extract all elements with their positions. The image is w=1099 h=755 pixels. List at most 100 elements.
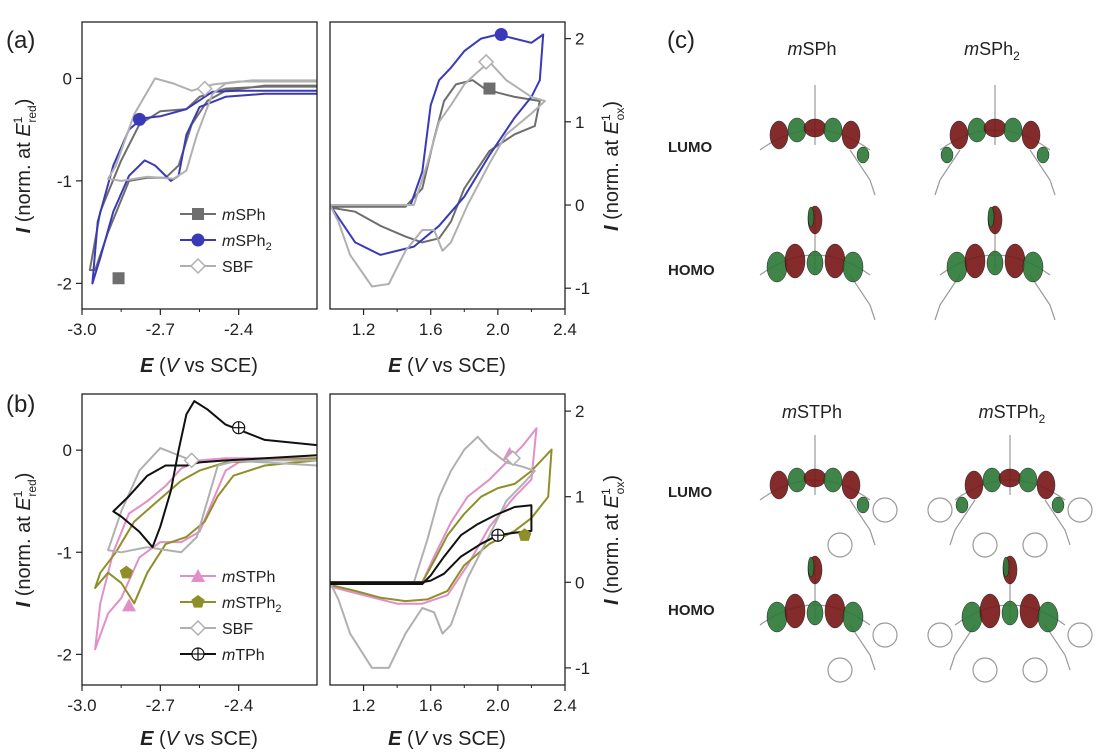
orbital-lobe	[940, 146, 954, 164]
orbital-lobe	[784, 243, 806, 279]
legend-marker	[191, 595, 205, 608]
x-tick-label: 2.4	[553, 320, 577, 339]
x-tick-label: 2.0	[486, 320, 510, 339]
y-tick-label: -1	[575, 659, 590, 678]
orbital-lobe	[1004, 243, 1026, 279]
orbital-lobe	[983, 118, 1007, 138]
legend-label: mSTPh2	[222, 595, 281, 615]
series-group	[94, 400, 317, 651]
orbital-lobe	[964, 470, 984, 500]
orbital-lobe	[807, 206, 815, 228]
series-marker-mTPh	[232, 421, 246, 435]
legend-marker	[191, 569, 205, 582]
series-marker-mTPh	[491, 528, 505, 542]
series-group	[88, 77, 317, 285]
series-marker-mSTPh2	[119, 565, 134, 579]
orbital-lobe	[806, 250, 824, 276]
y-tick-label: 1	[575, 113, 584, 132]
panel-label-a: (a)	[6, 27, 35, 54]
legend-marker	[191, 647, 205, 661]
orbital-panel: mSPh mSPh2 mSTPh mSTPh2 LUMO HOMO LUMO HOMO	[668, 39, 1093, 683]
legend-item: mSTPh2	[180, 595, 281, 615]
orbital-lobe	[1021, 120, 1041, 150]
series-line-mSPh2	[91, 89, 317, 285]
x-tick-label: 1.2	[352, 320, 376, 339]
orbital-lobe	[824, 593, 846, 629]
orbital-lobe	[842, 601, 864, 633]
legend-item: mSTPh	[180, 569, 275, 586]
legend-label: SBF	[222, 621, 253, 638]
series-line-SBF	[330, 60, 546, 288]
legend-item: SBF	[180, 257, 253, 276]
x-axis-label: E (V vs SCE)	[388, 728, 506, 750]
series-marker-mSPh2	[494, 27, 508, 41]
orbital-lobe	[1003, 117, 1023, 143]
orbital-lobe	[841, 470, 861, 500]
legend-item: mSPh	[180, 207, 266, 224]
legend-a: mSPh mSPh2 SBF	[180, 207, 272, 276]
orbital-lobe	[1018, 467, 1038, 493]
series-group	[330, 33, 546, 288]
orbital-lobe	[1002, 556, 1010, 578]
series-line-mSTPh	[94, 457, 317, 651]
molecule-title: mSTPh2	[979, 402, 1046, 426]
x-axis-label: E (V vs SCE)	[388, 355, 506, 377]
y-tick-label: -2	[57, 645, 72, 664]
orbital-lobe	[806, 600, 824, 626]
x-tick-label: -2.7	[146, 696, 175, 715]
y-tick-label: 2	[575, 402, 584, 421]
orbital-lobe	[1051, 496, 1065, 514]
orbital-lobe	[823, 467, 843, 493]
x-tick-label: 1.6	[419, 696, 443, 715]
y-tick-label: 0	[63, 69, 72, 88]
plot-frame	[329, 21, 566, 310]
y-tick-label: -1	[57, 172, 72, 191]
legend-item: SBF	[180, 619, 253, 638]
orbital-lobe	[807, 556, 815, 578]
molecule-orbital-drawing	[934, 205, 1056, 321]
orbital-lobe	[841, 120, 861, 150]
y-tick-label: 2	[575, 30, 584, 49]
orbital-lobe	[856, 146, 870, 164]
molecule-orbital-drawing	[759, 435, 898, 558]
plot-a-oxidation: 1.2 1.6 2.0 2.4 2 1 0 -1	[329, 21, 590, 339]
plot-b-reduction: -3.0 -2.7 -2.4 0 -1 -2	[57, 393, 318, 715]
orbital-lobe	[824, 243, 846, 279]
orbital-lobe	[964, 243, 986, 279]
series-line-SBF	[107, 77, 317, 182]
x-tick-label: -3.0	[67, 320, 96, 339]
series-line-mSTPh2	[330, 448, 553, 603]
orbital-lobe	[982, 467, 1002, 493]
legend-marker	[189, 257, 207, 275]
x-tick-label: 1.6	[419, 320, 443, 339]
series-line-mSPh	[88, 84, 317, 272]
series-line-mSPh	[330, 79, 541, 244]
orbital-lobe	[1037, 601, 1059, 633]
series-marker-SBF	[196, 80, 213, 97]
molecule-orbital-drawing	[927, 555, 1093, 683]
orbital-lobe	[949, 120, 969, 150]
legend-label: mSPh2	[222, 233, 272, 253]
y-tick-label: 0	[575, 573, 584, 592]
y-tick-label: 1	[575, 488, 584, 507]
series-marker-mSPh	[483, 82, 496, 95]
molecule-orbital-drawing	[759, 205, 876, 321]
series-line-mSTPh	[330, 427, 538, 605]
orbital-lobe	[787, 467, 807, 493]
y-tick-label: 0	[63, 441, 72, 460]
axis-labels: E (V vs SCE) E (V vs SCE) E (V vs SCE) E (V…	[11, 99, 627, 750]
y-tick-label: 0	[575, 196, 584, 215]
panel-label-b: (b)	[6, 391, 35, 418]
series-line-SBF	[330, 435, 536, 669]
legend-item: mTPh	[180, 647, 265, 664]
series-marker-SBF	[183, 452, 200, 469]
orbital-lobe	[769, 120, 789, 150]
x-tick-label: 2.4	[553, 696, 577, 715]
orbital-lobe	[1036, 470, 1056, 500]
legend-marker	[191, 233, 205, 247]
legend-label: SBF	[222, 259, 253, 276]
plot-frame	[81, 393, 318, 686]
series-marker-mSPh2	[132, 112, 146, 126]
y-axis-label-ox: I (norm. at E1ox)	[599, 475, 627, 605]
